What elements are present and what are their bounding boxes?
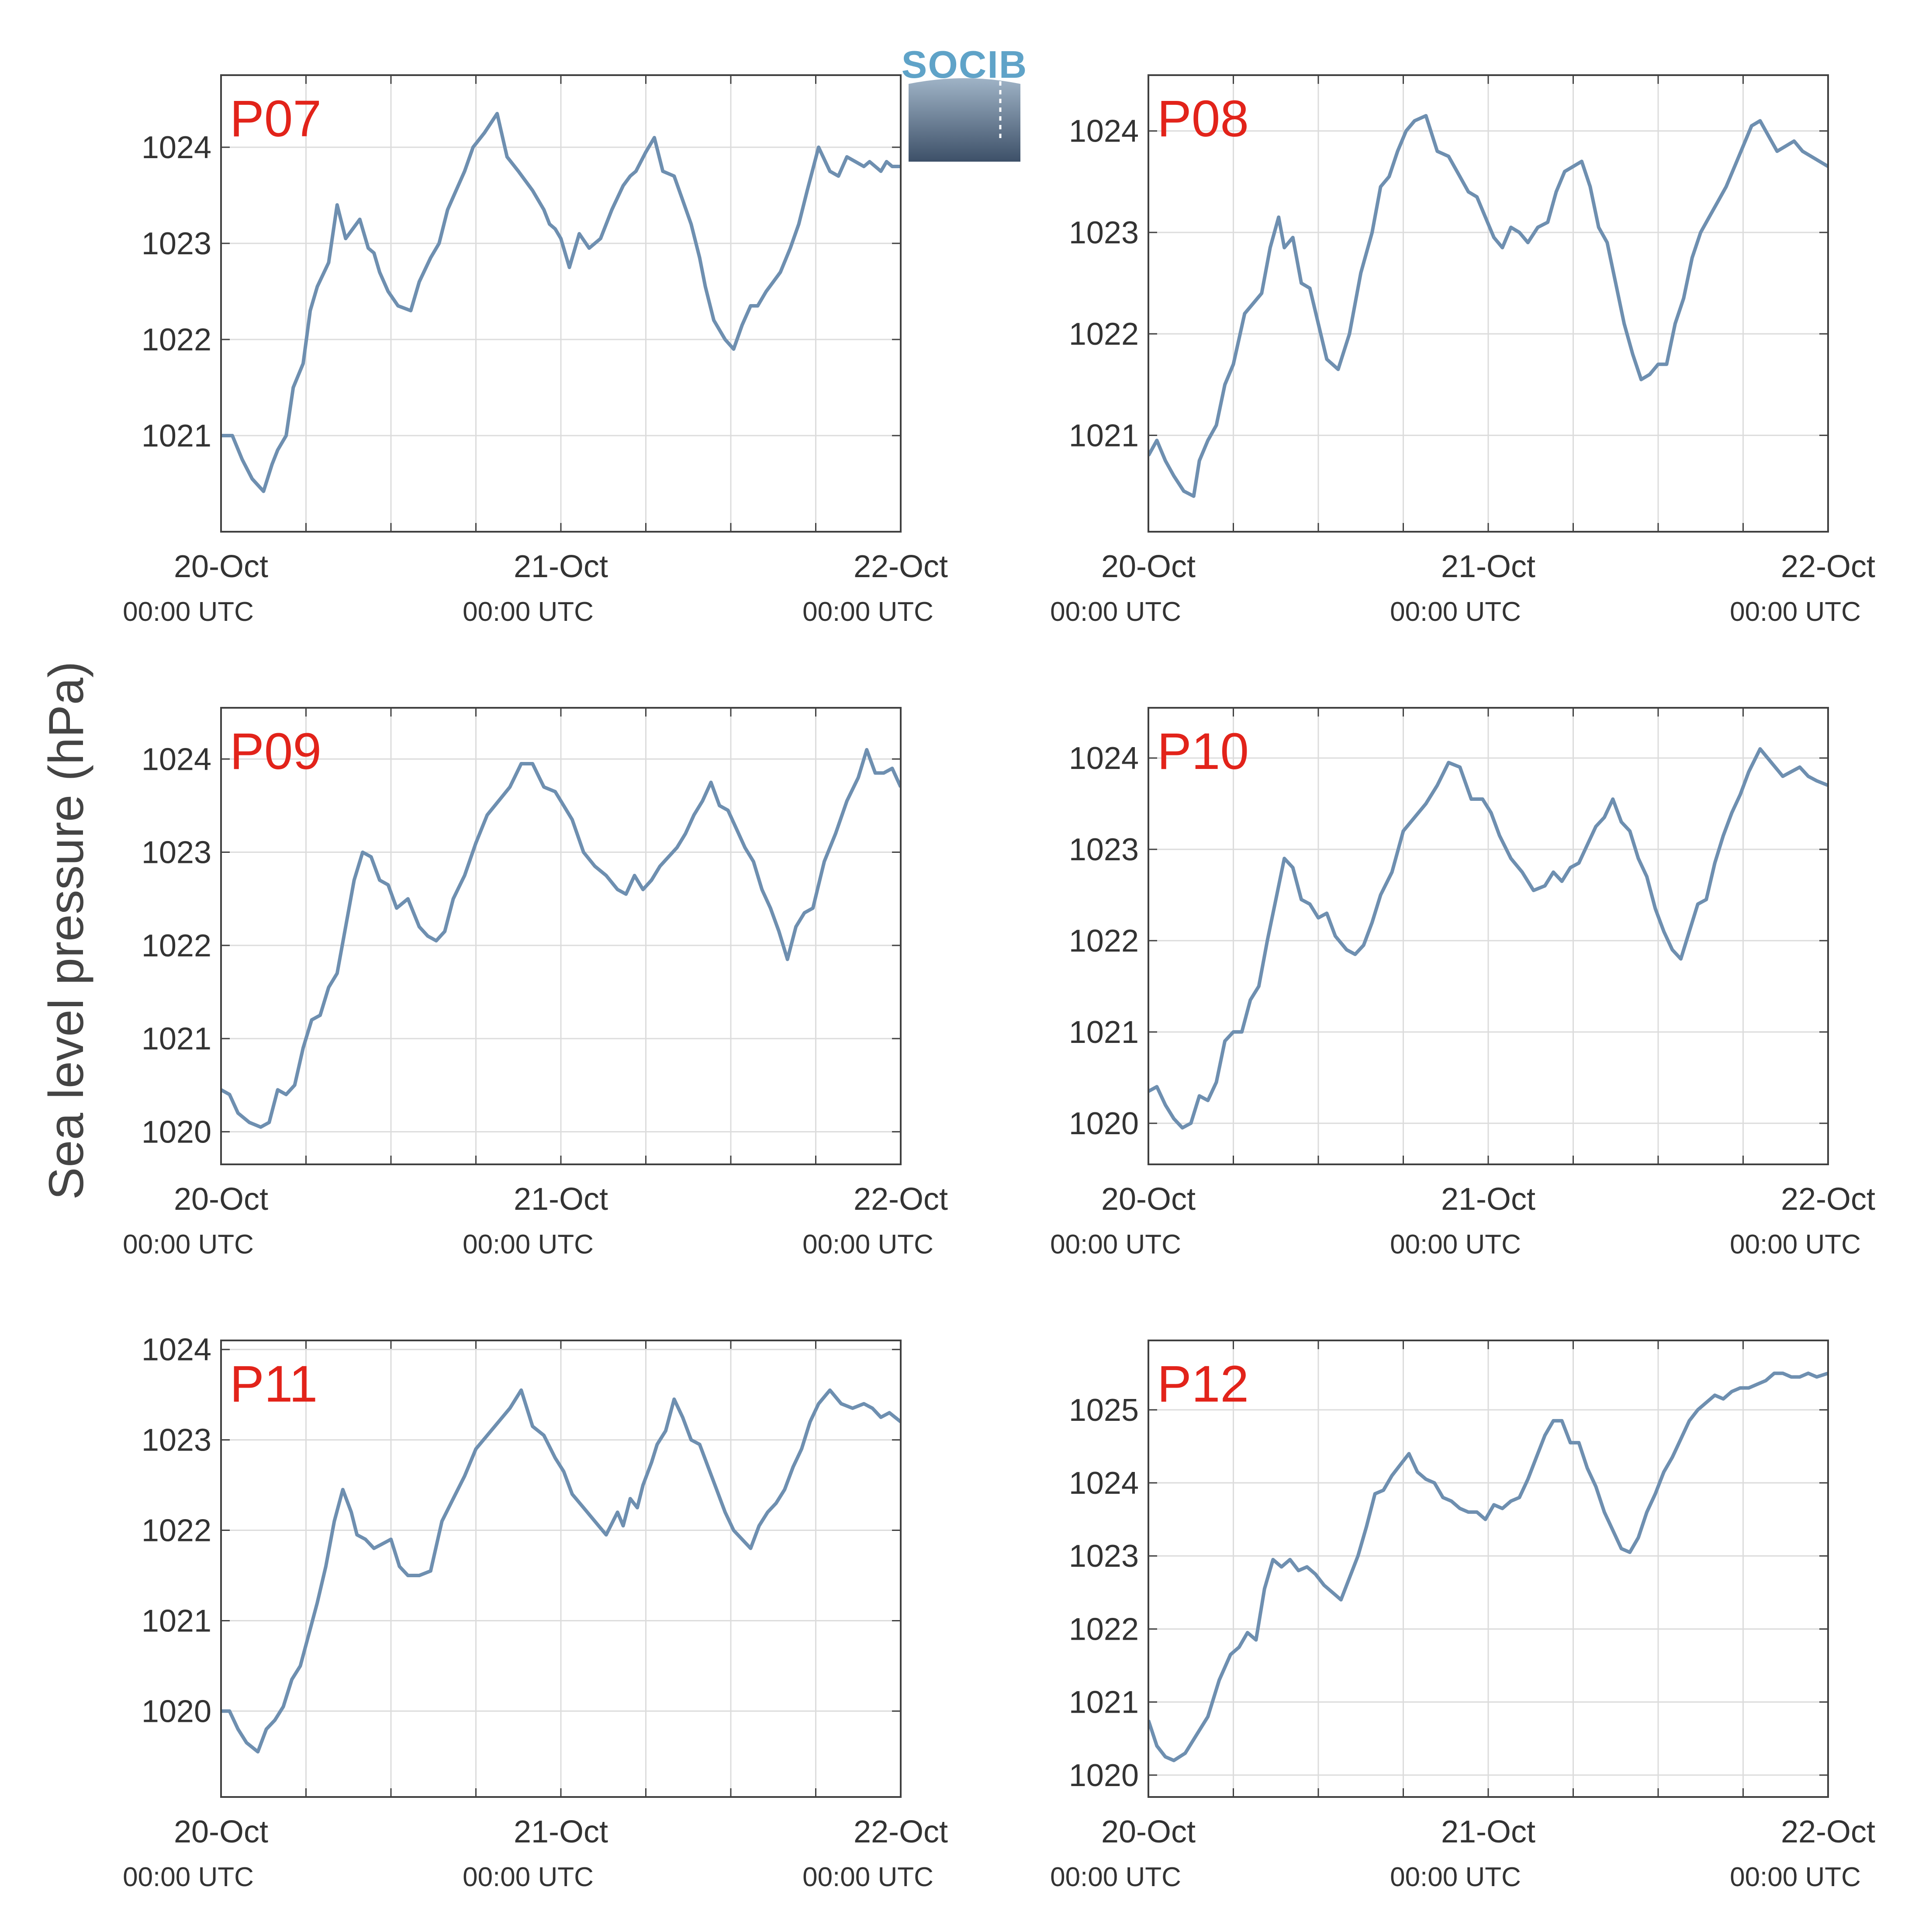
x-tick-sublabel: 00:00 UTC xyxy=(1050,1229,1181,1260)
x-tick-label: 20-Oct xyxy=(1101,549,1196,584)
y-axis-label: Sea level pressure (hPa) xyxy=(39,661,93,1200)
y-tick-label: 1020 xyxy=(1069,1106,1139,1141)
plot-frame xyxy=(220,1340,902,1798)
x-tick-sublabel: 00:00 UTC xyxy=(123,1229,254,1260)
panel-label: P12 xyxy=(1157,1355,1249,1413)
series-line xyxy=(221,748,901,1129)
plot-frame xyxy=(1148,1340,1829,1798)
x-tick-label: 22-Oct xyxy=(1781,549,1875,584)
x-tick-sublabel: 00:00 UTC xyxy=(1390,597,1521,627)
y-tick-label: 1020 xyxy=(1069,1758,1139,1793)
panel-label: P10 xyxy=(1157,723,1249,780)
panel-p12: 1020 1021 1022 1023 1024 1025 20-Oct 00:00 UTC 2… xyxy=(1050,1340,1875,1892)
socib-logo: SOCIB xyxy=(902,43,1027,162)
x-tick-label: 21-Oct xyxy=(514,1814,608,1849)
x-tick-label: 22-Oct xyxy=(1781,1182,1875,1217)
y-tick-label: 1021 xyxy=(1069,418,1139,453)
x-tick-label: 20-Oct xyxy=(174,1814,268,1849)
series-line xyxy=(1148,747,1828,1130)
x-tick-sublabel: 00:00 UTC xyxy=(802,1862,933,1892)
y-tick-label: 1023 xyxy=(142,1423,211,1458)
x-tick-sublabel: 00:00 UTC xyxy=(1050,597,1181,627)
y-tick-label: 1023 xyxy=(1069,832,1139,867)
series-line xyxy=(1148,1371,1828,1762)
y-tick-label: 1024 xyxy=(142,1333,211,1368)
y-tick-label: 1022 xyxy=(1069,924,1139,959)
y-tick-label: 1020 xyxy=(142,1115,211,1150)
plot-frame xyxy=(1148,74,1829,533)
panel-label: P11 xyxy=(230,1355,318,1413)
y-tick-label: 1021 xyxy=(1069,1015,1139,1050)
y-tick-label: 1023 xyxy=(142,226,211,261)
x-tick-label: 20-Oct xyxy=(174,1182,268,1217)
x-tick-sublabel: 00:00 UTC xyxy=(463,1229,594,1260)
x-tick-sublabel: 00:00 UTC xyxy=(1730,1229,1861,1260)
y-tick-label: 1022 xyxy=(142,322,211,357)
x-tick-label: 21-Oct xyxy=(1441,1182,1535,1217)
x-tick-sublabel: 00:00 UTC xyxy=(463,1862,594,1892)
panel-label: P07 xyxy=(230,90,321,148)
y-tick-label: 1021 xyxy=(142,1021,211,1056)
x-tick-label: 22-Oct xyxy=(854,1182,948,1217)
plot-frame xyxy=(220,707,902,1165)
x-tick-sublabel: 00:00 UTC xyxy=(1390,1229,1521,1260)
y-tick-label: 1024 xyxy=(1069,114,1139,149)
x-tick-sublabel: 00:00 UTC xyxy=(123,1862,254,1892)
plot-frame xyxy=(1148,707,1829,1165)
series-line xyxy=(221,112,901,493)
x-tick-sublabel: 00:00 UTC xyxy=(463,597,594,627)
x-tick-sublabel: 00:00 UTC xyxy=(1050,1862,1181,1892)
x-tick-sublabel: 00:00 UTC xyxy=(1390,1862,1521,1892)
x-tick-label: 20-Oct xyxy=(174,549,268,584)
x-tick-sublabel: 00:00 UTC xyxy=(802,597,933,627)
y-tick-label: 1024 xyxy=(1069,741,1139,776)
x-tick-sublabel: 00:00 UTC xyxy=(1730,597,1861,627)
x-tick-label: 21-Oct xyxy=(1441,549,1535,584)
y-tick-label: 1024 xyxy=(142,742,211,777)
y-tick-label: 1025 xyxy=(1069,1393,1139,1428)
x-tick-sublabel: 00:00 UTC xyxy=(1730,1862,1861,1892)
y-tick-label: 1023 xyxy=(142,835,211,870)
y-tick-label: 1022 xyxy=(1069,317,1139,352)
x-tick-sublabel: 00:00 UTC xyxy=(123,597,254,627)
x-tick-label: 22-Oct xyxy=(854,549,948,584)
panel-p09: 1020 1021 1022 1023 1024 20-Oct 00:00 UTC 21-Oc… xyxy=(123,707,948,1260)
series-line xyxy=(1148,114,1828,498)
y-tick-label: 1023 xyxy=(1069,215,1139,250)
x-tick-label: 21-Oct xyxy=(1441,1814,1535,1849)
x-tick-label: 22-Oct xyxy=(854,1814,948,1849)
y-tick-label: 1024 xyxy=(1069,1466,1139,1501)
series-line xyxy=(221,1388,901,1754)
y-tick-label: 1022 xyxy=(142,928,211,963)
panel-label: P08 xyxy=(1157,90,1249,148)
y-tick-label: 1021 xyxy=(142,1603,211,1638)
y-tick-label: 1021 xyxy=(1069,1685,1139,1720)
y-tick-label: 1024 xyxy=(142,130,211,165)
plot-frame xyxy=(220,74,902,533)
panel-p10: 1020 1021 1022 1023 1024 20-Oct 00:00 UTC 21-Oc… xyxy=(1050,707,1875,1260)
y-tick-label: 1021 xyxy=(142,419,211,454)
x-tick-label: 20-Oct xyxy=(1101,1814,1196,1849)
x-tick-label: 20-Oct xyxy=(1101,1182,1196,1217)
x-tick-label: 21-Oct xyxy=(514,1182,608,1217)
y-tick-label: 1022 xyxy=(142,1513,211,1548)
x-tick-sublabel: 00:00 UTC xyxy=(802,1229,933,1260)
panel-p11: 1020 1021 1022 1023 1024 20-Oct 00:00 UTC 21-Oc… xyxy=(123,1333,948,1892)
y-tick-label: 1022 xyxy=(1069,1612,1139,1647)
y-tick-label: 1020 xyxy=(142,1694,211,1729)
panel-p07: 1021 1022 1023 1024 20-Oct 00:00 UTC 21-Oct 00:… xyxy=(123,74,948,627)
x-tick-label: 21-Oct xyxy=(514,549,608,584)
panel-label: P09 xyxy=(230,723,321,780)
x-tick-label: 22-Oct xyxy=(1781,1814,1875,1849)
y-tick-label: 1023 xyxy=(1069,1539,1139,1574)
panel-p08: 1021 1022 1023 1024 20-Oct 00:00 UTC 21-Oct 00:… xyxy=(1050,74,1875,627)
